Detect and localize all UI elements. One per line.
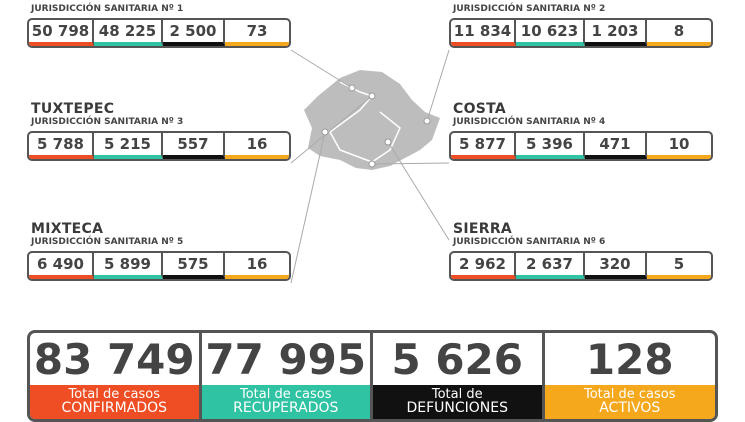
region-box: 5 788 5 215 557 16: [27, 131, 291, 161]
region-name: MIXTECA: [31, 221, 104, 237]
total-label-line2: RECUPERADOS: [233, 400, 339, 417]
region-subtitle: JURISDICCIÓN SANITARIA Nº 3: [31, 117, 184, 127]
region-name: SIERRA: [453, 221, 513, 237]
total-label-line1: Total de casos: [583, 386, 676, 402]
region-value: 16: [225, 253, 289, 279]
total-column: 128 Total de casos ACTIVOS: [544, 333, 715, 419]
region-box: 5 877 5 396 471 10: [449, 131, 713, 161]
region-subtitle: JURISDICCIÓN SANITARIA Nº 5: [31, 237, 184, 247]
region-name: ISTMO: [453, 0, 505, 4]
region-box: 11 834 10 623 1 203 8: [449, 18, 713, 48]
map-borders: [329, 81, 401, 163]
region-value: 10: [647, 133, 711, 159]
total-label-line2: CONFIRMADOS: [61, 400, 168, 417]
total-label: Total de casos RECUPERADOS: [201, 385, 370, 419]
region-name: TUXTEPEC: [31, 101, 115, 117]
region-value: 5: [647, 253, 711, 279]
region-value: 2 962: [451, 253, 516, 279]
region-box: 2 962 2 637 320 5: [449, 251, 713, 281]
total-label-line1: Total de: [431, 386, 483, 402]
region-value: 50 798: [29, 20, 94, 46]
region-name: COSTA: [453, 101, 507, 117]
total-label-line1: Total de casos: [240, 386, 332, 402]
region-box: 6 490 5 899 575 16: [27, 251, 291, 281]
region-value: 6 490: [29, 253, 94, 279]
region-value: 48 225: [94, 20, 163, 46]
region-value: 5 396: [516, 133, 585, 159]
total-value: 77 995: [205, 334, 367, 384]
region-value: 2 637: [516, 253, 585, 279]
total-label-line2: ACTIVOS: [599, 400, 661, 417]
total-value: 128: [585, 334, 674, 384]
region-value: 575: [162, 253, 225, 279]
region-value: 2 500: [162, 20, 225, 46]
region-value: 557: [162, 133, 225, 159]
region-value: 11 834: [451, 20, 516, 46]
region-value: 5 215: [94, 133, 163, 159]
connectors: [290, 49, 450, 284]
total-column: 83 749 Total de casos CONFIRMADOS: [30, 333, 202, 419]
region-value: 320: [584, 253, 647, 279]
region-value: 16: [225, 133, 289, 159]
region-subtitle: JURISDICCIÓN SANITARIA Nº 2: [453, 4, 606, 14]
total-label-line1: Total de casos: [68, 386, 161, 402]
region-value: 1 203: [584, 20, 647, 46]
total-value: 83 749: [33, 334, 195, 384]
region-value: 73: [225, 20, 289, 46]
region-box: 50 798 48 225 2 500 73: [27, 18, 291, 48]
map-dots: [321, 84, 431, 168]
total-column: 5 626 Total de DEFUNCIONES: [373, 333, 545, 419]
total-label: Total de casos ACTIVOS: [544, 385, 715, 419]
totals-box: 83 749 Total de casos CONFIRMADOS 77 995 Tot…: [27, 330, 718, 422]
region-value: 471: [584, 133, 647, 159]
region-value: 5 877: [451, 133, 516, 159]
region-value: 5 788: [29, 133, 94, 159]
map-shape: [304, 70, 440, 170]
region-subtitle: JURISDICCIÓN SANITARIA Nº 6: [453, 237, 606, 247]
region-subtitle: JURISDICCIÓN SANITARIA Nº 1: [31, 4, 184, 14]
region-value: 10 623: [516, 20, 585, 46]
region-value: 5 899: [94, 253, 163, 279]
region-subtitle: JURISDICCIÓN SANITARIA Nº 4: [453, 117, 606, 127]
total-column: 77 995 Total de casos RECUPERADOS: [201, 333, 373, 419]
total-label: Total de casos CONFIRMADOS: [30, 385, 199, 419]
region-value: 8: [647, 20, 711, 46]
total-label-line2: DEFUNCIONES: [406, 400, 509, 417]
total-value: 5 626: [391, 334, 524, 384]
region-name: VALLES CENTRALES: [31, 0, 190, 4]
total-label: Total de DEFUNCIONES: [373, 385, 542, 419]
